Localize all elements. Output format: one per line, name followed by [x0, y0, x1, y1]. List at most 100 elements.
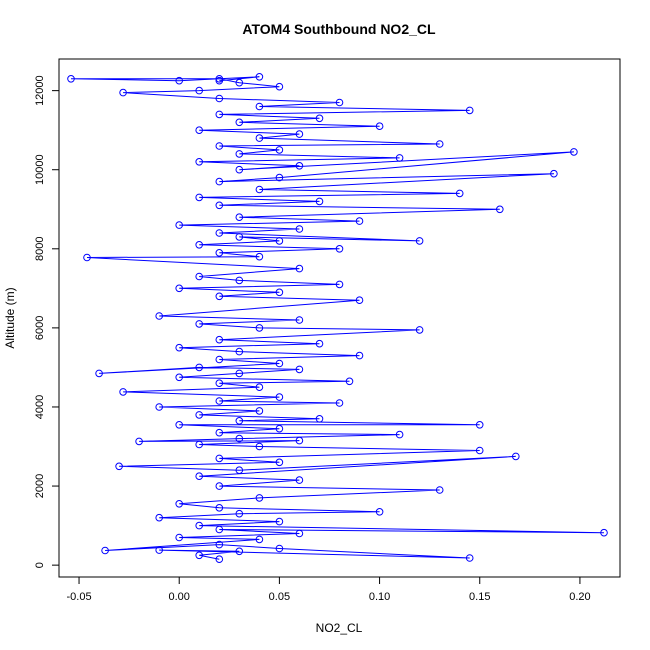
- data-point: [195, 363, 203, 372]
- data-point: [315, 114, 324, 123]
- y-axis: 0 2000 4000 6000 8000 10000 12000: [34, 75, 59, 568]
- y-tick-label: 2000: [34, 474, 46, 498]
- data-point: [255, 102, 264, 111]
- data-point: [235, 276, 244, 285]
- data-point: [335, 98, 344, 107]
- data-point: [235, 369, 244, 378]
- data-point: [295, 316, 304, 324]
- data-point: [215, 335, 224, 344]
- data-point: [155, 513, 163, 522]
- data-point: [335, 399, 344, 407]
- data-point: [255, 407, 264, 415]
- data-point: [235, 509, 244, 518]
- data-point: [255, 383, 264, 392]
- y-tick-label: 4000: [34, 395, 46, 419]
- data-point: [496, 205, 504, 214]
- data-point: [512, 452, 520, 461]
- data-point: [175, 533, 183, 542]
- data-point: [67, 75, 75, 83]
- data-point: [175, 284, 183, 293]
- data-point: [95, 369, 103, 378]
- y-tick-label: 12000: [34, 75, 46, 106]
- data-point: [175, 76, 183, 85]
- series-line: [70, 76, 605, 560]
- data-point: [255, 185, 264, 194]
- data-point: [275, 544, 284, 553]
- x-axis-label: NO2_CL: [316, 621, 363, 635]
- data-point: [215, 249, 224, 257]
- data-point: [435, 140, 444, 148]
- data-point: [195, 272, 203, 281]
- data-point: [195, 158, 203, 166]
- data-point: [215, 428, 224, 437]
- data-point: [215, 201, 224, 210]
- data-point: [295, 264, 304, 273]
- data-point: [235, 233, 244, 241]
- data-point: [295, 529, 304, 538]
- data-point: [119, 88, 127, 97]
- data-point: [195, 551, 203, 560]
- data-point: [275, 458, 284, 467]
- data-point: [275, 517, 284, 526]
- data-point: [355, 217, 364, 225]
- chart-title: ATOM4 Southbound NO2_CL: [242, 21, 436, 37]
- data-point: [550, 169, 558, 178]
- data-point: [255, 324, 264, 332]
- data-point: [275, 424, 284, 433]
- data-point: [335, 245, 344, 253]
- data-point: [275, 146, 284, 154]
- data-point: [195, 86, 203, 95]
- data-point: [395, 430, 404, 439]
- data-point: [275, 288, 284, 297]
- data-point: [215, 379, 224, 388]
- data-point: [235, 78, 244, 87]
- data-point: [235, 118, 244, 127]
- data-point: [195, 472, 203, 481]
- data-point: [375, 508, 384, 516]
- data-point: [275, 237, 284, 245]
- x-tick-label: 0.20: [569, 591, 590, 603]
- data-point: [355, 296, 364, 305]
- data-point: [475, 446, 484, 455]
- data-point: [295, 225, 304, 233]
- data-point: [155, 403, 163, 411]
- data-point: [275, 359, 284, 368]
- data-point: [215, 142, 224, 150]
- data-point: [175, 500, 183, 508]
- data-point: [235, 466, 244, 475]
- data-point: [235, 347, 244, 356]
- data-point: [255, 535, 264, 544]
- data-point: [295, 162, 304, 170]
- data-point: [215, 482, 224, 490]
- data-point: [600, 528, 608, 537]
- x-axis: -0.05 0.00 0.05 0.10 0.15 0.20: [66, 577, 591, 603]
- data-point: [155, 546, 163, 554]
- data-point: [335, 280, 344, 289]
- data-point: [235, 150, 244, 158]
- data-point: [215, 177, 224, 186]
- data-point: [465, 554, 474, 562]
- data-point: [119, 388, 127, 396]
- plot-data: [67, 73, 608, 564]
- data-point: [135, 437, 143, 446]
- y-tick-label: 6000: [34, 316, 46, 340]
- data-point: [295, 365, 304, 374]
- data-point: [175, 421, 183, 429]
- data-point: [215, 555, 224, 564]
- data-point: [195, 241, 203, 249]
- data-point: [235, 165, 244, 174]
- data-point: [215, 76, 224, 85]
- x-tick-label: 0.00: [169, 591, 190, 603]
- data-point: [235, 417, 244, 425]
- data-point: [255, 134, 264, 142]
- data-point: [195, 440, 203, 449]
- data-point: [355, 351, 364, 360]
- data-point: [570, 148, 578, 156]
- data-point: [215, 229, 224, 237]
- data-point: [415, 237, 424, 245]
- data-point: [235, 213, 244, 221]
- data-point: [255, 442, 264, 451]
- data-point: [255, 73, 264, 81]
- x-tick-label: 0.10: [369, 591, 390, 603]
